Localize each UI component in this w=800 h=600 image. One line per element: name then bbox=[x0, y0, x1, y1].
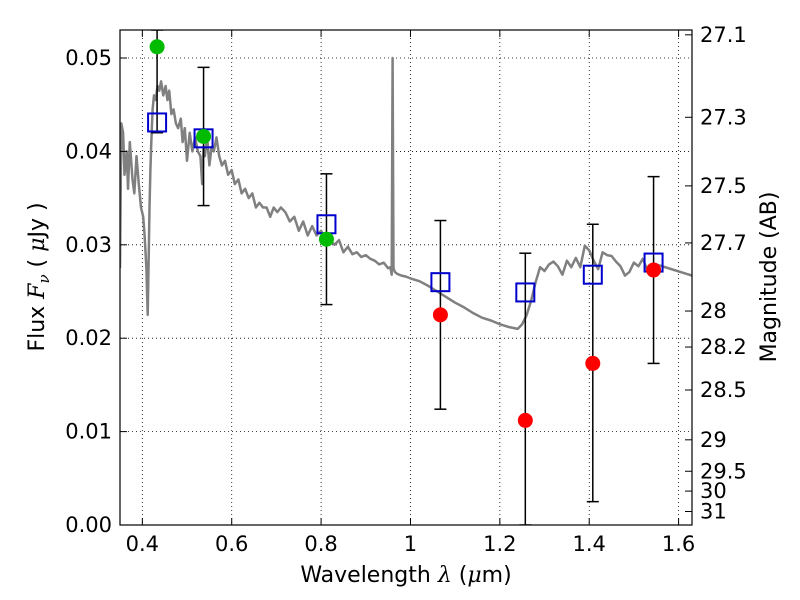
magnitude-tick-label: 29 bbox=[700, 428, 727, 452]
x-tick-label: 1.2 bbox=[483, 532, 516, 556]
x-tick-label: 1.4 bbox=[573, 532, 606, 556]
model-spectrum-line bbox=[120, 56, 692, 331]
magnitude-tick-label: 30 bbox=[700, 479, 727, 503]
plot-area bbox=[120, 30, 692, 525]
x-tick-label: 0.6 bbox=[215, 532, 248, 556]
magnitude-tick-label: 27.5 bbox=[700, 174, 747, 198]
model-flux-marker bbox=[515, 282, 536, 303]
y-tick-label: 0.02 bbox=[65, 326, 112, 350]
magnitude-axis-label: Magnitude (AB) bbox=[757, 192, 782, 363]
plot-content bbox=[120, 30, 692, 525]
detection-point bbox=[149, 39, 165, 55]
detection-point bbox=[318, 231, 334, 247]
x-tick-label: 1.6 bbox=[662, 532, 695, 556]
model-flux-marker bbox=[582, 264, 603, 285]
y-tick-label: 0.03 bbox=[65, 233, 112, 257]
x-tick-label: 1 bbox=[404, 532, 417, 556]
magnitude-tick-label: 28.2 bbox=[700, 335, 747, 359]
y-axis-label: Flux Fν ( μJy ) bbox=[25, 202, 53, 351]
upper-limit-point bbox=[646, 262, 662, 278]
magnitude-tick-label: 28 bbox=[700, 299, 727, 323]
plot-frame bbox=[119, 29, 693, 526]
y-tick-label: 0.00 bbox=[65, 513, 112, 537]
detection-point bbox=[196, 128, 212, 144]
x-tick-label: 0.8 bbox=[304, 532, 337, 556]
magnitude-tick-label: 27.1 bbox=[700, 23, 747, 47]
axis-ticks: 0.4 0.6 0.8 1 1.2 1.4 1.6 0.00 0.01 0.02 0.03 0.04 0… bbox=[65, 23, 747, 556]
upper-limit-point bbox=[585, 355, 601, 371]
model-flux-marker bbox=[430, 272, 451, 293]
y-tick-label: 0.01 bbox=[65, 420, 112, 444]
magnitude-tick-label: 29.5 bbox=[700, 459, 747, 483]
magnitude-tick-label: 31 bbox=[700, 499, 727, 523]
upper-limit-point bbox=[517, 412, 533, 428]
y-tick-label: 0.05 bbox=[65, 46, 112, 70]
y-tick-label: 0.04 bbox=[65, 139, 112, 163]
model-flux-marker bbox=[147, 112, 168, 133]
upper-limit-point bbox=[432, 307, 448, 323]
x-axis-label: Wavelength λ (μm) bbox=[300, 563, 511, 588]
grid-lines bbox=[120, 30, 692, 525]
magnitude-tick-label: 27.7 bbox=[700, 231, 747, 255]
x-tick-label: 0.4 bbox=[126, 532, 159, 556]
magnitude-tick-label: 28.5 bbox=[700, 378, 747, 402]
magnitude-tick-label: 27.3 bbox=[700, 105, 747, 129]
